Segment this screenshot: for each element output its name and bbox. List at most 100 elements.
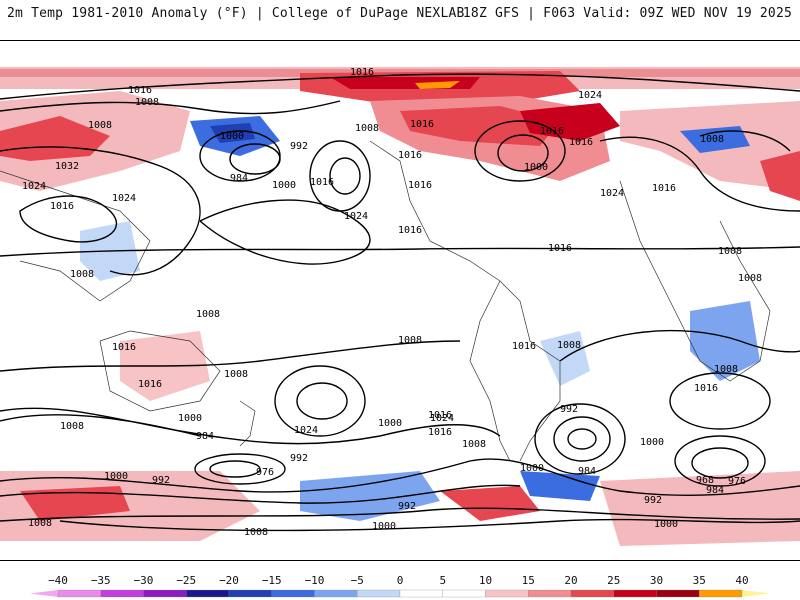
- colorbar-tick-label: −20: [219, 574, 239, 587]
- contour-label: 1000: [272, 180, 296, 191]
- contour-label: 1008: [70, 269, 94, 280]
- contour-label: 1008: [244, 527, 268, 538]
- contour-label: 984: [706, 485, 724, 496]
- colorbar-segment: [57, 589, 101, 598]
- contour-label: 1024: [578, 90, 602, 101]
- colorbar-segment: [528, 589, 572, 598]
- scandinavia-cold-region: [680, 126, 750, 153]
- map-title: 2m Temp 1981-2010 Anomaly (°F) | College…: [7, 6, 465, 21]
- contour-label: 1016: [310, 177, 334, 188]
- contour-label: 984: [578, 466, 596, 477]
- contour-label: 1008: [28, 518, 52, 529]
- americas-coast: [369, 140, 561, 462]
- contour-label: 1024: [294, 425, 318, 436]
- contour-label: 1000: [524, 162, 548, 173]
- contour-label: 1016: [694, 383, 718, 394]
- colorbar-segment: [699, 589, 743, 598]
- contour-label: 992: [560, 404, 578, 415]
- contour-label: 1016: [50, 201, 74, 212]
- antarctic-cold-region: [520, 471, 600, 501]
- contour-label: 1000: [104, 471, 128, 482]
- colorbar-tick-label: 25: [607, 574, 620, 587]
- contour-labels: 1016 1008 1016 1008 1032 1024 1016 1024 …: [22, 67, 762, 538]
- colorbar-tick-label: 40: [735, 574, 748, 587]
- contour-label: 984: [230, 173, 248, 184]
- contour-label: 992: [398, 501, 416, 512]
- contour-label: 1008: [462, 439, 486, 450]
- colorbar-segment: [228, 589, 272, 598]
- colorbar-tick-label: −30: [134, 574, 154, 587]
- colorbar-segment: [442, 589, 486, 598]
- contour-label: 1016: [428, 410, 452, 421]
- antarctic-warm-region: [600, 471, 800, 546]
- colorbar-tick-label: 15: [522, 574, 535, 587]
- contour-label: 1000: [220, 131, 244, 142]
- contour-label: 1008: [738, 273, 762, 284]
- contour-label: 1016: [350, 67, 374, 78]
- arctic-hot-region: [330, 77, 480, 89]
- colorbar-tick-label: 0: [397, 574, 404, 587]
- contour-label: 1008: [557, 340, 581, 351]
- anomaly-map[interactable]: 1016 1008 1016 1008 1032 1024 1016 1024 …: [0, 40, 800, 561]
- canada-warm-core: [400, 106, 560, 146]
- colorbar-tick-label: −40: [48, 574, 68, 587]
- colorbar-segment: [485, 589, 529, 598]
- contour-label: 1008: [60, 421, 84, 432]
- contour-label: 992: [644, 495, 662, 506]
- contour-label: 1000: [640, 437, 664, 448]
- southern-ocean-warm: [0, 471, 260, 541]
- contour-label: 1008: [714, 364, 738, 375]
- contour-label: 1016: [540, 126, 564, 137]
- australia-coast: [99, 330, 221, 412]
- southern-africa-cool: [690, 301, 760, 381]
- colorbar-tick-label: −10: [305, 574, 325, 587]
- contour-label: 1008: [224, 369, 248, 380]
- contour-label: 1024: [22, 181, 46, 192]
- colorbar-segment: [399, 589, 443, 598]
- contour-label: 1016: [428, 427, 452, 438]
- asia-warm-core: [0, 116, 110, 161]
- contour-label: 968: [696, 475, 714, 486]
- colorbar-tick-label: −5: [351, 574, 364, 587]
- colorbar-segment: [271, 589, 315, 598]
- contour-label: 1016: [408, 180, 432, 191]
- south-america-cool: [540, 331, 590, 386]
- colorbar-segment: [186, 589, 230, 598]
- colorbar-end-left: [30, 590, 58, 597]
- colorbar-segment: [314, 589, 358, 598]
- contour-label: 1024: [430, 413, 454, 424]
- contour-label: 1016: [548, 243, 572, 254]
- contour-label: 1016: [128, 85, 152, 96]
- contour-label: 1032: [55, 161, 79, 172]
- contour-label: 1008: [700, 134, 724, 145]
- coastlines: [0, 140, 771, 462]
- contour-label: 1000: [372, 521, 396, 532]
- contour-label: 1024: [344, 211, 368, 222]
- contour-label: 1016: [398, 150, 422, 161]
- colorbar-tick-label: 30: [650, 574, 663, 587]
- colorbar-tick-label: −15: [262, 574, 282, 587]
- europe-east-warm: [760, 151, 800, 201]
- colorbar-tick-label: 35: [693, 574, 706, 587]
- contour-label: 1016: [112, 342, 136, 353]
- colorbar-segment: [656, 589, 700, 598]
- colorbar-tick-label: 10: [479, 574, 492, 587]
- contour-label: 1008: [398, 335, 422, 346]
- colorbar-tick-label: 20: [564, 574, 577, 587]
- contour-label: 1008: [196, 309, 220, 320]
- pressure-contours: [0, 73, 800, 532]
- header: 2m Temp 1981-2010 Anomaly (°F) | College…: [0, 0, 800, 40]
- contour-label: 1016: [569, 137, 593, 148]
- asia-east-coast: [0, 170, 151, 302]
- colorbar-segment: [100, 589, 144, 598]
- contour-label: 1016: [138, 379, 162, 390]
- colorbar-legend: −40 −35 −30 −25 −20 −15 −10 −5 0 5 10 15 20 25 30 35 40: [0, 570, 800, 600]
- antarctic-cool-region: [300, 471, 440, 521]
- alaska-cold-core: [210, 123, 255, 143]
- colorbar-end-right: [742, 590, 770, 597]
- arctic-peak-region: [415, 81, 460, 89]
- contour-label: 992: [290, 453, 308, 464]
- hudson-hot-region: [520, 103, 620, 141]
- contour-label: 992: [152, 475, 170, 486]
- colorbar-segment: [143, 589, 187, 598]
